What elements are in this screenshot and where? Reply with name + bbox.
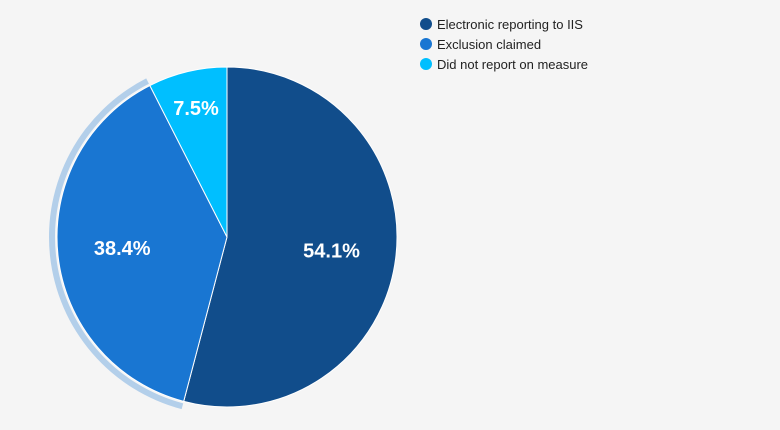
- legend-label[interactable]: Exclusion claimed: [437, 37, 541, 52]
- pie-slice[interactable]: [183, 66, 398, 408]
- slice-label: 38.4%: [94, 238, 151, 260]
- legend-marker: [420, 18, 432, 30]
- legend-label[interactable]: Did not report on measure: [437, 57, 588, 72]
- legend-marker: [420, 38, 432, 50]
- legend-marker: [420, 58, 432, 70]
- legend-label[interactable]: Electronic reporting to IIS: [437, 17, 583, 32]
- slice-label: 7.5%: [173, 98, 219, 120]
- pie-slice[interactable]: [149, 66, 228, 238]
- slice-label: 54.1%: [303, 241, 360, 263]
- pie-slice[interactable]: [56, 84, 228, 403]
